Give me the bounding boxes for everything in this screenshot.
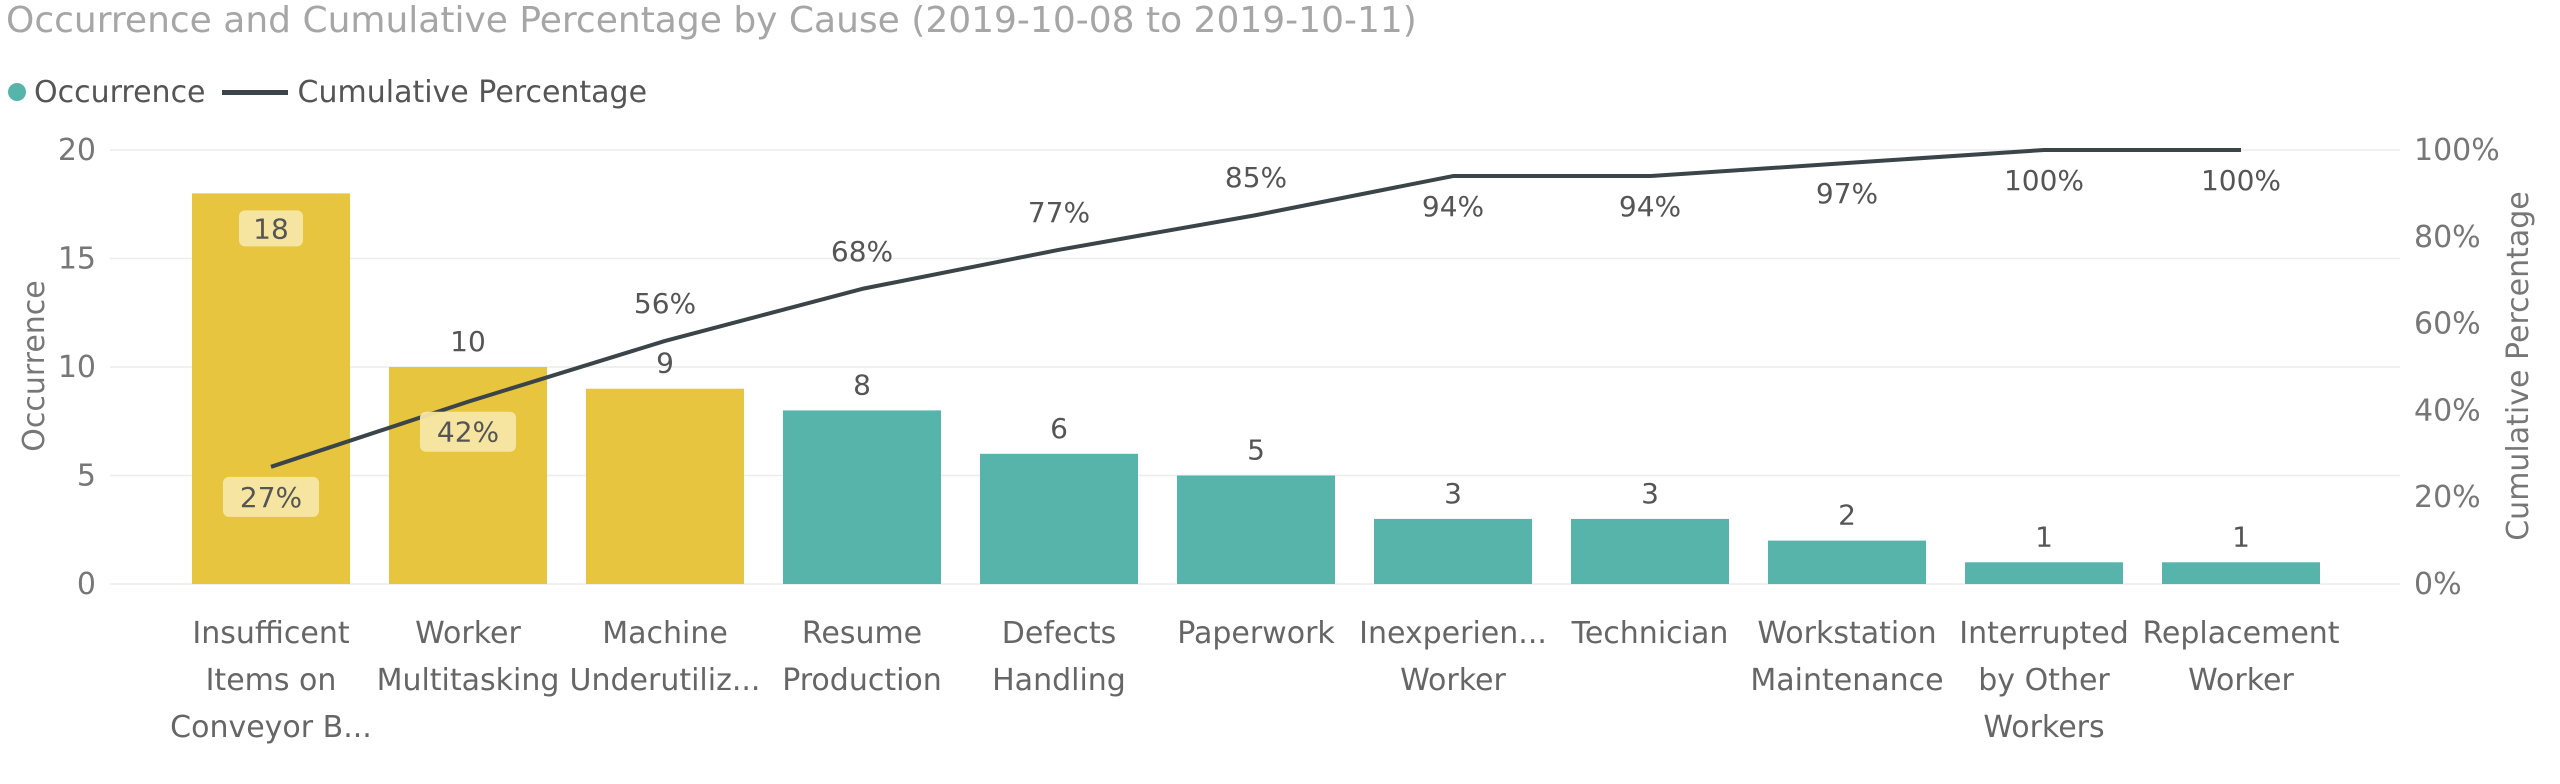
y-right-tick-label: 40% bbox=[2414, 393, 2481, 428]
bar bbox=[783, 410, 941, 584]
cumulative-line-group bbox=[270, 148, 2241, 469]
x-category-label-line: Defects bbox=[1002, 616, 1116, 651]
x-category-label: Worker Multitasking bbox=[377, 616, 560, 698]
cumulative-value-label: 85% bbox=[1225, 161, 1287, 194]
bar bbox=[192, 193, 350, 584]
y-right-tick-label: 20% bbox=[2414, 480, 2481, 515]
x-category-label: Replacement Worker bbox=[2142, 616, 2339, 698]
bar-value-label: 6 bbox=[1050, 412, 1068, 445]
cumulative-value-label: 27% bbox=[240, 481, 302, 514]
y-axis-left-title: Occurrence bbox=[17, 280, 52, 452]
x-category-label-line: Multitasking bbox=[377, 663, 560, 698]
x-category-label: Defects Handling bbox=[992, 616, 1126, 698]
bar bbox=[1571, 518, 1729, 584]
y-left-tick-label: 20 bbox=[58, 133, 96, 168]
chart-title: Occurrence and Cumulative Percentage by … bbox=[6, 0, 1417, 41]
bar bbox=[980, 453, 1138, 584]
x-category-label-line: Worker bbox=[1400, 663, 1506, 698]
legend-occurrence-label: Occurrence bbox=[34, 74, 206, 110]
right-axis: 0% 20% 40% 60% 80% 100% bbox=[2414, 133, 2500, 602]
x-category-label-line: Conveyor B... bbox=[170, 710, 372, 745]
x-category-label-line: Production bbox=[782, 663, 942, 698]
bar-value-label: 2 bbox=[1838, 499, 1856, 532]
cumulative-value-label: 97% bbox=[1816, 177, 1878, 210]
y-right-tick-label: 100% bbox=[2414, 133, 2500, 168]
x-category-label-line: Technician bbox=[1571, 616, 1729, 651]
x-category-label-line: Machine bbox=[602, 616, 728, 651]
bar-value-label: 3 bbox=[1641, 477, 1659, 510]
cumulative-value-label: 77% bbox=[1028, 196, 1090, 229]
bar-value-label: 10 bbox=[450, 325, 486, 358]
bar-value-label: 1 bbox=[2232, 520, 2250, 553]
x-category-label-line: Resume bbox=[802, 616, 922, 651]
cumulative-value-label: 94% bbox=[1422, 190, 1484, 223]
cumulative-value-label: 68% bbox=[831, 235, 893, 268]
left-axis: 0 5 10 15 20 bbox=[58, 133, 96, 602]
y-axis-right-title: Cumulative Percentage bbox=[2501, 191, 2536, 541]
y-right-tick-label: 60% bbox=[2414, 307, 2481, 342]
cumulative-value-label: 100% bbox=[2004, 164, 2084, 197]
bar bbox=[389, 367, 547, 584]
x-axis-labels: Insufficent Items on Conveyor B... Worker Mu… bbox=[170, 616, 2340, 745]
x-category-label: Technician bbox=[1571, 616, 1729, 651]
x-category-label-line: Inexperien... bbox=[1359, 616, 1547, 651]
x-category-label-line: Worker bbox=[2188, 663, 2294, 698]
x-category-label-line: Workstation bbox=[1757, 616, 1936, 651]
cumulative-value-label: 94% bbox=[1619, 190, 1681, 223]
y-right-tick-label: 80% bbox=[2414, 220, 2481, 255]
y-left-tick-label: 15 bbox=[58, 242, 96, 277]
cumulative-value-labels: 27% 42% 56% 68% 77% 85% 94% 94% 97% 100% 100% bbox=[223, 161, 2281, 517]
x-category-label-line: Items on bbox=[206, 663, 337, 698]
x-category-label-line: Worker bbox=[415, 616, 521, 651]
legend-occurrence-dot bbox=[8, 83, 26, 101]
x-category-label: Resume Production bbox=[782, 616, 942, 698]
x-category-label: Workstation Maintenance bbox=[1750, 616, 1943, 698]
bar-label-background bbox=[239, 210, 303, 247]
x-category-label: Inexperien... Worker bbox=[1359, 616, 1547, 698]
x-category-label-line: Workers bbox=[1983, 710, 2104, 745]
y-left-tick-label: 0 bbox=[77, 567, 96, 602]
x-category-label: Machine Underutiliz... bbox=[570, 616, 761, 698]
x-category-label-line: by Other bbox=[1978, 663, 2110, 698]
cumulative-label-background bbox=[420, 411, 516, 452]
bar bbox=[586, 388, 744, 584]
x-category-label-line: Replacement bbox=[2142, 616, 2339, 651]
x-category-label-line: Underutiliz... bbox=[570, 663, 761, 698]
cumulative-label-background bbox=[223, 476, 319, 517]
bar-value-label: 1 bbox=[2035, 520, 2053, 553]
x-category-label-line: Interrupted bbox=[1959, 616, 2129, 651]
x-category-label: Insufficent Items on Conveyor B... bbox=[170, 616, 372, 745]
y-left-tick-label: 10 bbox=[58, 350, 96, 385]
cumulative-value-label: 42% bbox=[437, 416, 499, 449]
bar-value-label: 3 bbox=[1444, 477, 1462, 510]
bar-value-label: 8 bbox=[853, 368, 871, 401]
legend-cumulative-label: Cumulative Percentage bbox=[297, 74, 648, 110]
bar-value-label: 9 bbox=[656, 347, 674, 380]
bar bbox=[1768, 540, 1926, 584]
bar bbox=[1965, 562, 2123, 584]
bar-value-labels: 18 10 9 8 6 5 3 3 2 1 1 bbox=[239, 210, 2250, 553]
bar-value-label: 18 bbox=[253, 212, 289, 245]
legend[interactable]: Occurrence Cumulative Percentage bbox=[8, 72, 647, 112]
bar bbox=[1177, 475, 1335, 584]
bar bbox=[1374, 518, 1532, 584]
cumulative-value-label: 56% bbox=[634, 287, 696, 320]
x-category-label-line: Handling bbox=[992, 663, 1126, 698]
cumulative-line bbox=[270, 148, 2241, 469]
cumulative-value-label: 100% bbox=[2201, 164, 2281, 197]
y-left-tick-label: 5 bbox=[77, 459, 96, 494]
x-category-label: Interrupted by Other Workers bbox=[1959, 616, 2129, 745]
bar-value-label: 5 bbox=[1247, 434, 1265, 467]
x-category-label-line: Paperwork bbox=[1177, 616, 1335, 651]
x-category-label-line: Insufficent bbox=[192, 616, 349, 651]
x-category-label: Paperwork bbox=[1177, 616, 1335, 651]
bars bbox=[192, 193, 2320, 584]
bar bbox=[2162, 562, 2320, 584]
legend-cumulative-line bbox=[221, 89, 288, 95]
x-category-label-line: Maintenance bbox=[1750, 663, 1943, 698]
cumulative-label-background bbox=[625, 282, 705, 321]
y-right-tick-label: 0% bbox=[2414, 567, 2462, 602]
